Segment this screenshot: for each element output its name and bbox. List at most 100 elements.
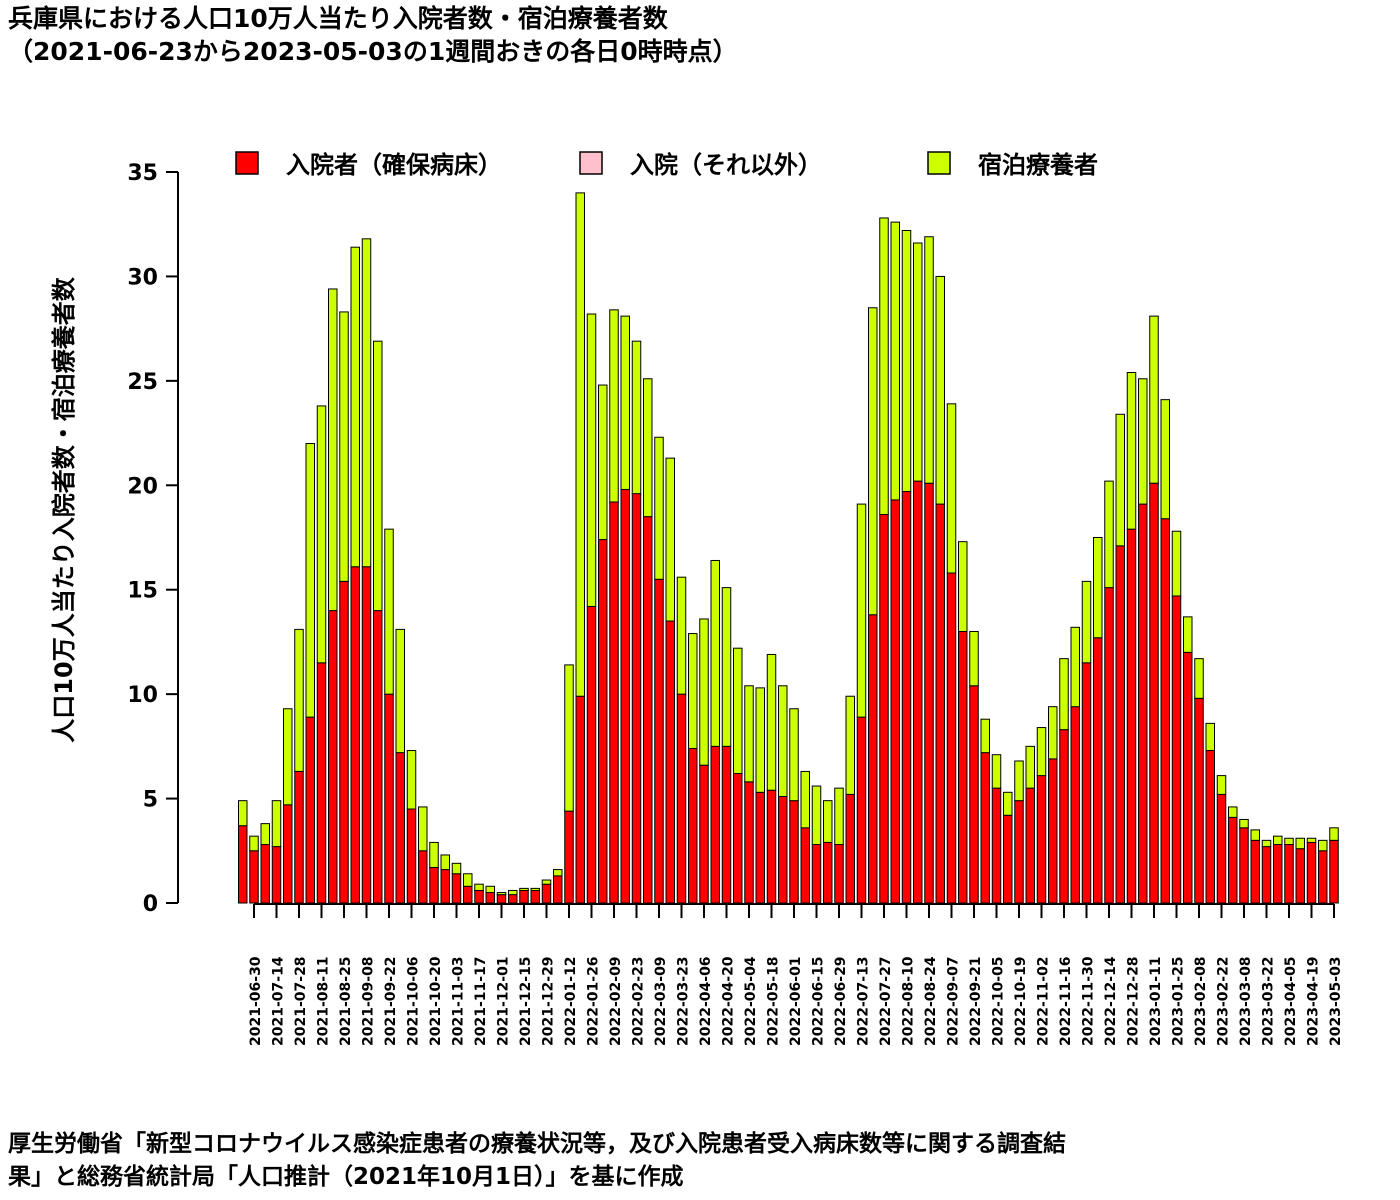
x-tick-label: 2022-11-02: [1036, 956, 1052, 1046]
x-tick-label: 2021-07-14: [271, 956, 287, 1046]
bar-segment-1: [755, 791, 765, 904]
x-tick-label: 2021-11-17: [473, 956, 489, 1046]
x-tick-label: 2022-09-21: [968, 956, 984, 1046]
bar-segment-3: [339, 311, 349, 582]
x-tick-label: 2022-02-09: [608, 956, 624, 1046]
x-tick-label: 2023-02-08: [1193, 956, 1209, 1046]
bar-segment-3: [361, 238, 372, 568]
bar-segment-1: [508, 894, 518, 904]
bar-segment-3: [485, 885, 495, 894]
bar-segment-1: [733, 773, 743, 904]
x-tick-label: 2021-09-08: [361, 956, 377, 1046]
bar-segment-3: [1239, 818, 1249, 829]
x-tick-label: 2021-08-11: [316, 956, 332, 1046]
bar-segment-1: [1003, 814, 1013, 904]
x-tick-label: 2021-12-29: [541, 956, 557, 1046]
bar-segment-1: [823, 841, 833, 904]
x-tick-label: 2022-02-23: [631, 956, 647, 1046]
y-tick-label: 10: [127, 683, 158, 708]
x-tick-label: 2022-06-01: [788, 956, 804, 1046]
bar-segment-1: [1284, 844, 1294, 904]
bar-segment-3: [519, 887, 529, 891]
bar-segment-1: [328, 610, 338, 904]
bar-segment-1: [1081, 662, 1092, 904]
bar-segment-3: [496, 892, 507, 896]
bar-segment-3: [586, 313, 597, 607]
bar-segment-3: [1036, 727, 1047, 777]
x-tick-label: 2022-07-27: [878, 956, 894, 1046]
x-tick-label: 2023-03-22: [1261, 956, 1277, 1046]
bar-segment-3: [1318, 839, 1328, 852]
y-tick-label: 35: [127, 161, 158, 186]
bar-segment-3: [609, 309, 619, 503]
bar-segment-1: [1093, 637, 1103, 904]
bar-segment-3: [429, 841, 439, 868]
bar-segment-3: [1295, 837, 1305, 850]
bar-segment-1: [496, 894, 507, 904]
x-tick-label: 2022-08-24: [923, 956, 939, 1046]
bar-segment-1: [980, 752, 990, 904]
bar-segment-1: [305, 716, 315, 904]
bar-segment-3: [328, 288, 338, 612]
bar-segment-1: [778, 795, 788, 904]
bar-segment-1: [1126, 528, 1137, 904]
bar-segment-1: [294, 770, 304, 904]
legend-swatch-3: [927, 151, 951, 175]
bar-segment-1: [541, 883, 552, 904]
y-tick-label: 25: [127, 370, 158, 395]
bar-segment-1: [451, 873, 462, 904]
bar-segment-1: [1048, 758, 1058, 904]
x-tick-label: 2022-10-05: [991, 956, 1007, 1046]
x-tick-label: 2022-04-20: [721, 956, 737, 1046]
bar-segment-1: [238, 825, 248, 904]
bar-segment-3: [800, 770, 810, 829]
legend-swatch-2: [579, 151, 603, 175]
bar-segment-1: [1160, 518, 1170, 904]
bar-segment-1: [1149, 482, 1159, 904]
chart-title-line-1: 兵庫県における人口10万人当たり入院者数・宿泊療養者数: [8, 4, 668, 33]
bar-segment-3: [1126, 372, 1137, 530]
bar-segment-1: [868, 614, 878, 904]
x-tick-label: 2022-05-04: [743, 956, 759, 1046]
bar-segment-3: [856, 503, 867, 718]
x-tick-label: 2021-06-30: [248, 956, 264, 1046]
bar-segment-1: [406, 808, 417, 904]
bar-segment-3: [1216, 775, 1227, 795]
bar-segment-1: [991, 787, 1002, 904]
bar-segment-3: [811, 785, 822, 846]
bar-segment-3: [744, 685, 754, 783]
bar-segment-3: [1205, 722, 1215, 752]
x-tick-label: 2021-07-28: [293, 956, 309, 1046]
bar-segment-3: [733, 647, 743, 775]
bar-segment-1: [811, 844, 822, 904]
bar-segment-3: [1104, 480, 1114, 589]
x-tick-label: 2021-08-25: [338, 956, 354, 1046]
y-tick-label: 5: [143, 788, 158, 813]
bar-segment-1: [766, 789, 777, 904]
x-tick-label: 2021-11-03: [451, 956, 467, 1046]
bar-segment-3: [901, 229, 912, 493]
bar-segment-3: [406, 750, 417, 810]
bar-segment-1: [699, 764, 709, 904]
bar-segment-3: [1081, 580, 1092, 664]
bar-segment-1: [924, 482, 934, 904]
bar-segment-1: [710, 745, 720, 904]
bar-segment-1: [463, 885, 473, 904]
x-tick-label: 2022-04-06: [698, 956, 714, 1046]
bar-segment-3: [980, 718, 990, 754]
bar-segment-1: [339, 580, 349, 904]
bar-segment-3: [834, 787, 844, 846]
bar-segment-3: [1003, 791, 1013, 816]
bar-segment-3: [283, 708, 293, 806]
bar-segment-1: [1318, 850, 1328, 904]
bar-segment-1: [1239, 827, 1249, 904]
bar-segment-3: [710, 559, 720, 747]
bar-segment-1: [350, 566, 360, 904]
bar-segment-1: [1261, 846, 1272, 904]
bar-segment-3: [530, 887, 540, 891]
bar-segment-1: [845, 793, 855, 904]
bar-segment-3: [350, 246, 360, 568]
bar-segment-3: [260, 823, 270, 846]
bar-segment-3: [631, 340, 642, 495]
bar-segment-1: [609, 501, 619, 904]
